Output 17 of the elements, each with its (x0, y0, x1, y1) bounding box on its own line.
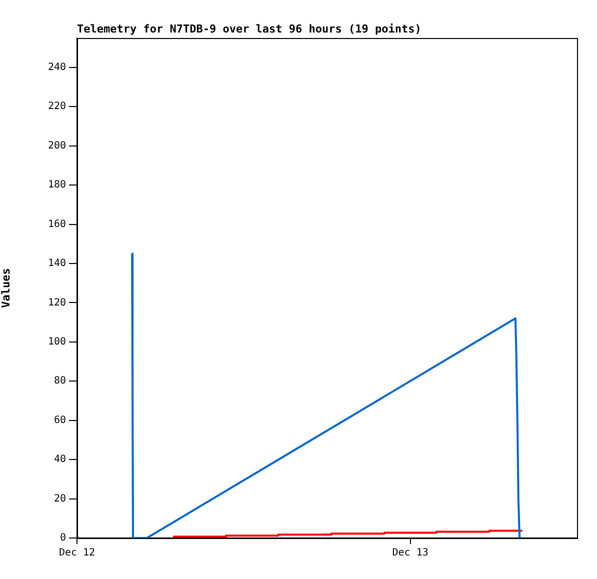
x-tick-label: Dec 12 (58, 548, 96, 559)
y-tick-label: 100 (48, 336, 66, 348)
y-tick-label: 60 (54, 414, 66, 426)
y-tick-label: 120 (48, 297, 66, 308)
y-tick-label: 140 (48, 258, 66, 270)
y-axis-title: Values (0, 268, 12, 308)
y-tick-label: 0 (60, 532, 66, 544)
y-tick-label: 220 (48, 101, 66, 112)
y-tick-label: 180 (48, 180, 66, 191)
y-tick-label: 80 (54, 376, 66, 387)
chart-title: Telemetry for N7TDB-9 over last 96 hours (19 points) (77, 22, 422, 36)
x-tick-label: Dec 13 (392, 548, 428, 559)
y-tick-label: 200 (48, 140, 66, 152)
y-tick-label: 160 (48, 218, 66, 230)
y-tick-label: 40 (54, 454, 66, 466)
y-tick-label: 240 (48, 62, 66, 74)
y-tick-label: 20 (54, 493, 66, 504)
